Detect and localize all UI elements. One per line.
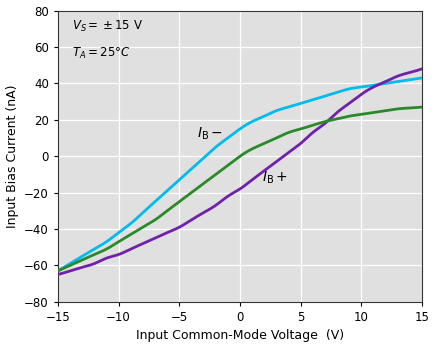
Text: $I_{\rm B}-$: $I_{\rm B}-$: [197, 126, 223, 142]
Y-axis label: Input Bias Current (nA): Input Bias Current (nA): [6, 85, 19, 228]
Text: $T_A = 25°C$: $T_A = 25°C$: [72, 46, 131, 61]
Text: $I_{\rm B}+$: $I_{\rm B}+$: [261, 170, 287, 186]
Text: $V_S = \pm15\ \rm V$: $V_S = \pm15\ \rm V$: [72, 19, 143, 34]
X-axis label: Input Common-Mode Voltage  (V): Input Common-Mode Voltage (V): [135, 330, 343, 342]
